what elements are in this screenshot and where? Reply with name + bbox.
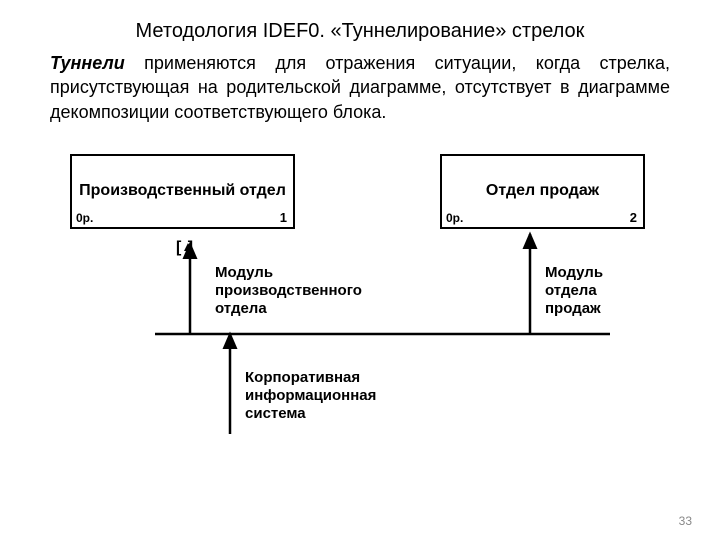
block-corner-right-prod: 1 bbox=[280, 210, 287, 225]
intro-paragraph: Туннели применяются для отражения ситуац… bbox=[50, 51, 670, 124]
block-corner-right-sales: 2 bbox=[630, 210, 637, 225]
idef0-diagram: Производственный отдел0р.1Отдел продаж0р… bbox=[50, 144, 670, 454]
block-label-prod: Производственный отдел bbox=[72, 156, 293, 227]
block-prod: Производственный отдел0р. 1 bbox=[70, 154, 295, 229]
paragraph-emphasis: Туннели bbox=[50, 53, 125, 73]
tunnel-arrowhead-icon bbox=[184, 243, 192, 251]
label-mod-prod: Модульпроизводственногоотдела bbox=[215, 264, 362, 318]
label-corp-sys: Корпоративнаяинформационнаясистема bbox=[245, 369, 376, 423]
block-sales: Отдел продаж0р. 2 bbox=[440, 154, 645, 229]
block-corner-left-prod: 0р. bbox=[76, 211, 93, 225]
block-corner-left-sales: 0р. bbox=[446, 211, 463, 225]
label-mod-sales: Модульотделапродаж bbox=[545, 264, 603, 318]
page: Методология IDEF0. «Туннелирование» стре… bbox=[0, 0, 720, 540]
paragraph-body: применяются для отражения ситуации, когд… bbox=[50, 53, 670, 122]
page-title: Методология IDEF0. «Туннелирование» стре… bbox=[50, 20, 670, 43]
block-label-sales: Отдел продаж bbox=[442, 156, 643, 227]
page-number: 33 bbox=[679, 514, 692, 528]
